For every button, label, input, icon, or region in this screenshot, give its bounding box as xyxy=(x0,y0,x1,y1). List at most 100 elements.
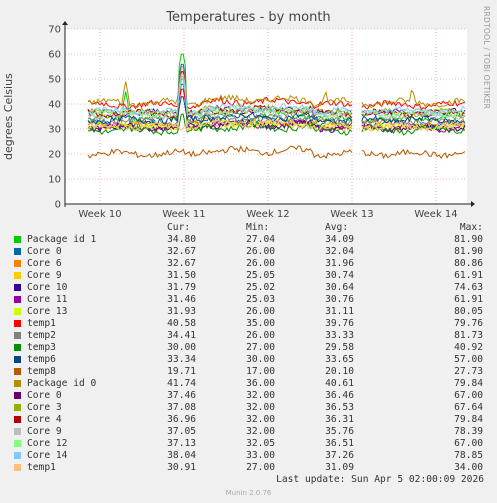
legend-row: Core 0 37.46 32.00 36.46 67.00 xyxy=(13,390,483,402)
legend-min: 30.00 xyxy=(246,354,276,365)
legend-min: 25.02 xyxy=(246,282,276,293)
legend-min: 27.04 xyxy=(246,234,276,245)
legend-cur: 40.58 xyxy=(167,318,197,329)
y-tick-label: 40 xyxy=(48,100,61,111)
legend-avg: 33.33 xyxy=(325,330,354,341)
legend-row: Core 0 32.67 26.00 32.04 81.90 xyxy=(13,246,483,258)
legend-series-name: Core 12 xyxy=(27,438,68,449)
legend-row: Core 12 37.13 32.05 36.51 67.00 xyxy=(13,438,483,450)
legend-series-name: Core 3 xyxy=(27,402,62,413)
legend-series-name: temp2 xyxy=(27,330,56,341)
y-tick-label: 60 xyxy=(48,50,61,61)
x-tick-labels: Week 10 Week 11 Week 12 Week 13 Week 14 xyxy=(78,209,457,220)
legend-series-name: temp8 xyxy=(27,366,56,377)
x-tick-label: Week 11 xyxy=(162,209,205,220)
legend-max: 81.90 xyxy=(454,234,484,245)
legend-swatch xyxy=(14,368,21,375)
legend-avg: 36.53 xyxy=(325,402,354,413)
legend-series-name: Core 10 xyxy=(27,282,68,293)
legend-series-name: Core 14 xyxy=(27,450,68,461)
x-tick-label: Week 14 xyxy=(414,209,457,220)
legend-row: Core 13 31.93 26.00 31.11 80.05 xyxy=(13,306,483,318)
legend-row: Core 3 37.08 32.00 36.53 67.64 xyxy=(13,402,483,414)
legend-swatch xyxy=(14,404,21,411)
legend-swatch xyxy=(14,452,21,459)
legend-swatch xyxy=(14,416,21,423)
legend-min: 26.00 xyxy=(246,330,276,341)
legend-series-name: temp1 xyxy=(27,318,56,329)
legend-min: 32.00 xyxy=(246,390,276,401)
legend-swatch xyxy=(14,308,21,315)
y-tick-label: 50 xyxy=(48,75,61,86)
legend-avg: 33.65 xyxy=(325,354,354,365)
legend-cur: 30.00 xyxy=(167,342,197,353)
series-line xyxy=(87,145,466,160)
legend-series-name: Core 11 xyxy=(27,294,68,305)
x-axis-arrow xyxy=(471,201,475,207)
legend-avg: 39.76 xyxy=(325,318,354,329)
legend-swatch xyxy=(14,320,21,327)
series-line xyxy=(87,73,466,109)
legend-max: 79.84 xyxy=(454,414,484,425)
rrdtool-credit: RRDTOOL / TOBI OETIKER xyxy=(482,6,491,110)
legend-row: temp2 34.41 26.00 33.33 81.73 xyxy=(13,330,483,342)
legend-row: temp1 30.91 27.00 31.09 34.00 xyxy=(13,462,483,474)
legend-max: 27.73 xyxy=(454,366,484,377)
legend-col-min: Min: xyxy=(246,222,270,233)
y-tick-label: 30 xyxy=(48,125,61,136)
series-line xyxy=(87,78,466,117)
legend-avg: 36.31 xyxy=(325,414,354,425)
y-tick-label: 0 xyxy=(55,200,61,211)
legend-row: Package id 1 34.80 27.04 34.09 81.90 xyxy=(13,234,483,246)
legend-row: Core 6 32.67 26.00 31.96 80.86 xyxy=(13,258,483,270)
legend-max: 40.92 xyxy=(454,342,484,353)
legend-row: Core 11 31.46 25.03 30.76 61.91 xyxy=(13,294,483,306)
legend-max: 67.00 xyxy=(454,390,484,401)
legend-row: Core 9 37.05 32.00 35.76 78.39 xyxy=(13,426,483,438)
legend-cur: 32.67 xyxy=(167,258,197,269)
legend-swatch xyxy=(14,392,21,399)
legend-swatch xyxy=(14,248,21,255)
legend-min: 17.00 xyxy=(246,366,276,377)
legend-avg: 31.09 xyxy=(325,462,354,473)
x-tick-label: Week 13 xyxy=(330,209,373,220)
legend-avg: 37.26 xyxy=(325,450,354,461)
legend-cur: 31.93 xyxy=(167,306,197,317)
legend-swatch xyxy=(14,260,21,267)
legend-series-name: Package id 1 xyxy=(27,234,97,245)
legend-swatch xyxy=(14,332,21,339)
legend-min: 35.00 xyxy=(246,318,276,329)
legend-cur: 41.74 xyxy=(167,378,197,389)
legend-max: 80.05 xyxy=(454,306,484,317)
legend-row: temp3 30.00 27.00 29.58 40.92 xyxy=(13,342,483,354)
legend-min: 26.00 xyxy=(246,246,276,257)
legend-row: Package id 0 41.74 36.00 40.61 79.84 xyxy=(13,378,483,390)
legend-avg: 36.51 xyxy=(325,438,354,449)
legend-swatch xyxy=(14,296,21,303)
legend-max: 79.76 xyxy=(454,318,484,329)
legend-series-name: Core 0 xyxy=(27,246,62,257)
legend-cur: 38.04 xyxy=(167,450,197,461)
legend-series-name: Core 4 xyxy=(27,414,62,425)
legend-swatch xyxy=(14,236,21,243)
legend-row: Core 9 31.50 25.05 30.74 61.91 xyxy=(13,270,483,282)
legend-cur: 36.96 xyxy=(167,414,197,425)
legend-min: 36.00 xyxy=(246,378,276,389)
legend-max: 78.85 xyxy=(454,450,484,461)
x-tick-label: Week 12 xyxy=(246,209,289,220)
legend-min: 32.00 xyxy=(246,426,276,437)
legend-max: 79.84 xyxy=(454,378,484,389)
legend-avg: 36.46 xyxy=(325,390,354,401)
legend-avg: 20.10 xyxy=(325,366,354,377)
legend-min: 32.00 xyxy=(246,414,276,425)
legend-series-name: Core 6 xyxy=(27,258,62,269)
legend-min: 32.00 xyxy=(246,402,276,413)
legend-swatch xyxy=(14,428,21,435)
legend-swatch xyxy=(14,356,21,363)
legend-avg: 30.76 xyxy=(325,294,354,305)
legend-cur: 32.67 xyxy=(167,246,197,257)
legend-avg: 32.04 xyxy=(325,246,354,257)
legend-cur: 31.79 xyxy=(167,282,197,293)
